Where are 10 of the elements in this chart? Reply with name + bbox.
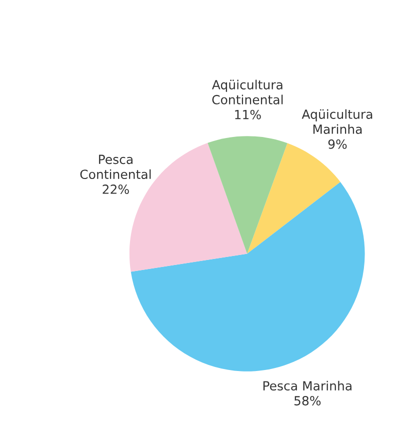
data-label: 11% (235, 110, 261, 120)
pie-slice (130, 182, 365, 372)
data-label: 58% (294, 396, 321, 406)
pie-slice (208, 136, 288, 254)
slice-label: Pesca Continental (80, 154, 151, 180)
slice-label: Aqüicultura Marinha (302, 109, 372, 134)
slice-label: Pesca Marinha (263, 380, 352, 391)
slice-label: Aqüicultura Continental (212, 80, 283, 104)
data-label: 22% (102, 184, 129, 194)
data-label: 9% (328, 139, 347, 149)
